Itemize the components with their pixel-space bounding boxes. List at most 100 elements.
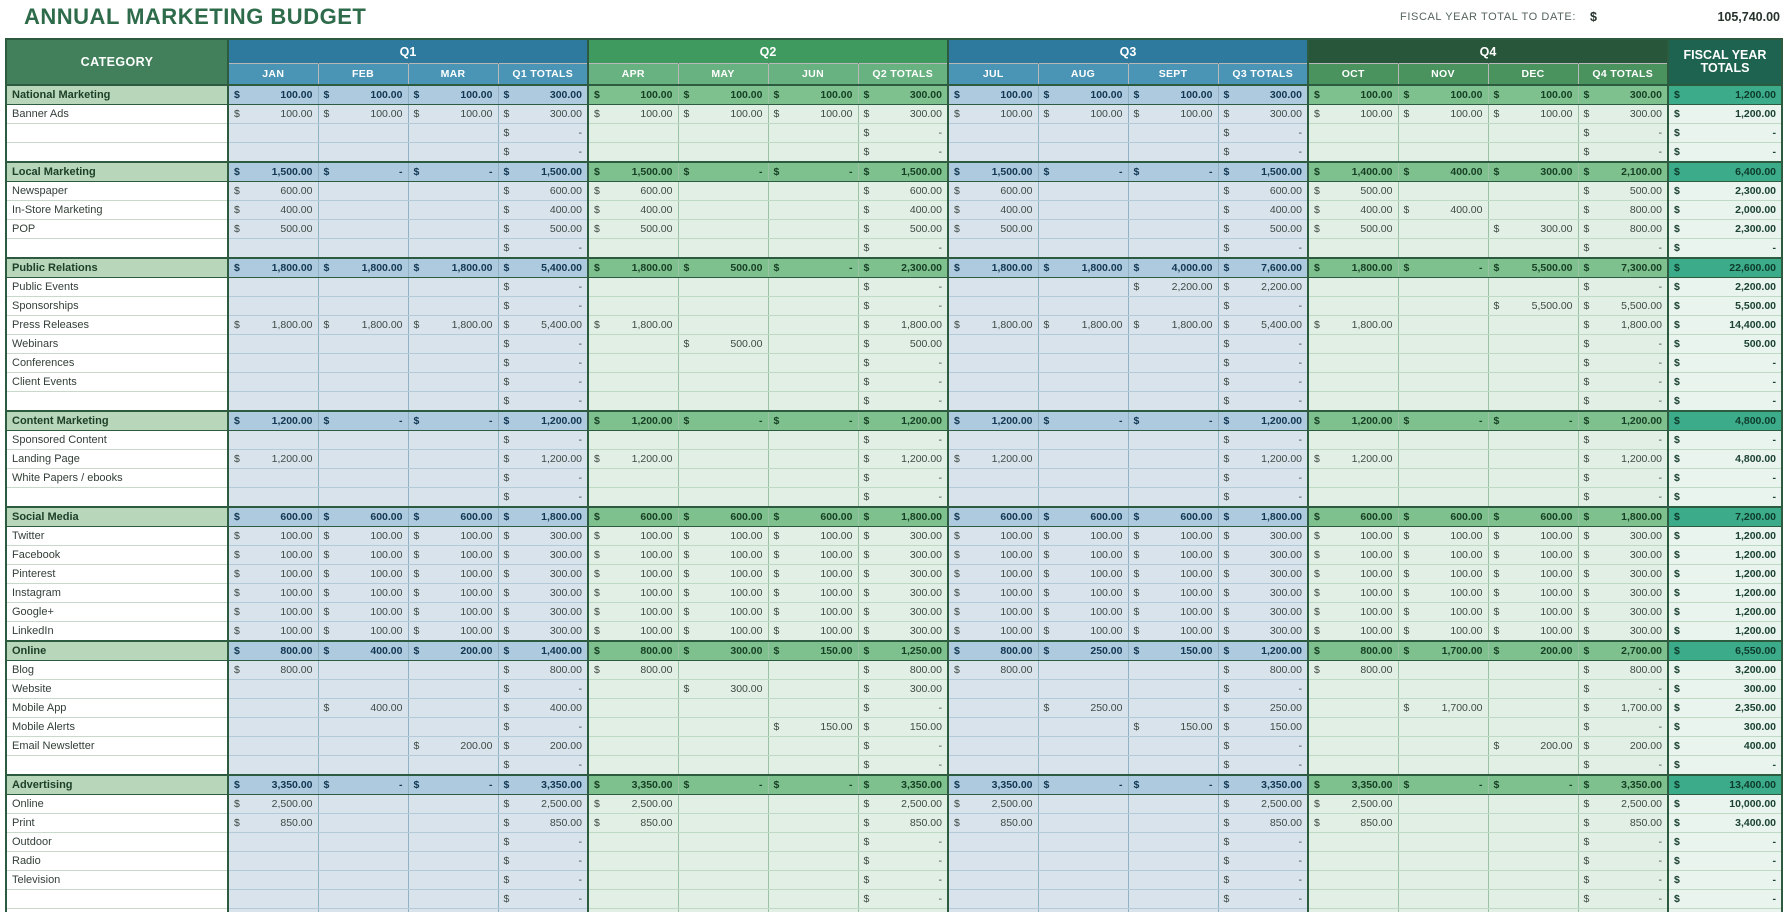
budget-cell[interactable] [768, 908, 859, 912]
budget-cell[interactable]: $5,500.00 [1488, 296, 1579, 316]
budget-cell[interactable]: $- [1578, 908, 1669, 912]
budget-cell[interactable] [408, 353, 499, 373]
budget-cell[interactable]: $- [498, 487, 589, 508]
budget-cell[interactable] [408, 755, 499, 776]
budget-cell[interactable]: $7,600.00 [1218, 257, 1309, 278]
budget-cell[interactable]: $800.00 [1578, 200, 1669, 220]
budget-cell[interactable] [318, 200, 409, 220]
budget-cell[interactable]: $- [1667, 468, 1782, 488]
budget-cell[interactable]: $- [768, 161, 859, 182]
budget-cell[interactable] [1128, 660, 1219, 680]
budget-cell[interactable]: $- [858, 468, 949, 488]
row-label-cell[interactable]: Local Marketing [6, 161, 229, 182]
budget-cell[interactable]: $1,500.00 [498, 161, 589, 182]
budget-cell[interactable]: $- [498, 142, 589, 163]
budget-cell[interactable] [678, 813, 769, 833]
budget-cell[interactable]: $150.00 [858, 717, 949, 737]
budget-cell[interactable]: $100.00 [947, 583, 1039, 603]
budget-cell[interactable]: $- [1128, 161, 1219, 182]
budget-cell[interactable] [947, 679, 1039, 699]
row-label-cell[interactable]: Newspaper [6, 181, 229, 201]
budget-cell[interactable]: $- [1667, 353, 1782, 373]
budget-cell[interactable] [1038, 449, 1129, 469]
budget-cell[interactable]: $100.00 [678, 621, 769, 642]
row-label-cell[interactable]: Mobile App [6, 698, 229, 718]
budget-cell[interactable] [768, 430, 859, 450]
budget-cell[interactable] [1128, 181, 1219, 201]
budget-cell[interactable] [587, 870, 679, 890]
budget-cell[interactable]: $- [498, 334, 589, 354]
budget-cell[interactable] [768, 315, 859, 335]
row-label-cell[interactable]: Print [6, 813, 229, 833]
budget-cell[interactable]: $300.00 [1578, 564, 1669, 584]
budget-cell[interactable] [1038, 813, 1129, 833]
budget-cell[interactable] [1128, 200, 1219, 220]
budget-cell[interactable]: $1,800.00 [1038, 257, 1129, 278]
budget-cell[interactable]: $100.00 [1128, 545, 1219, 565]
budget-cell[interactable] [1038, 123, 1129, 143]
budget-cell[interactable]: $1,200.00 [587, 449, 679, 469]
budget-cell[interactable]: $- [1578, 889, 1669, 909]
budget-cell[interactable] [1398, 679, 1489, 699]
budget-cell[interactable] [318, 334, 409, 354]
budget-cell[interactable] [227, 717, 319, 737]
budget-cell[interactable]: $- [1218, 487, 1309, 508]
budget-cell[interactable] [318, 123, 409, 143]
budget-cell[interactable]: $- [1038, 410, 1129, 431]
budget-cell[interactable]: $5,500.00 [1488, 257, 1579, 278]
budget-cell[interactable] [408, 142, 499, 163]
budget-cell[interactable] [678, 219, 769, 239]
budget-cell[interactable] [768, 181, 859, 201]
budget-cell[interactable]: $300.00 [858, 564, 949, 584]
budget-cell[interactable] [1128, 870, 1219, 890]
budget-cell[interactable]: $- [408, 410, 499, 431]
budget-cell[interactable]: $- [1488, 410, 1579, 431]
budget-cell[interactable]: $600.00 [1218, 181, 1309, 201]
budget-cell[interactable]: $1,800.00 [587, 257, 679, 278]
budget-cell[interactable]: $200.00 [1488, 736, 1579, 756]
budget-cell[interactable] [1038, 334, 1129, 354]
budget-cell[interactable]: $400.00 [498, 698, 589, 718]
budget-cell[interactable]: $7,200.00 [1667, 506, 1782, 527]
budget-cell[interactable]: $300.00 [498, 602, 589, 622]
budget-cell[interactable] [1398, 889, 1489, 909]
row-label-cell[interactable]: Sponsored Content [6, 430, 229, 450]
budget-cell[interactable]: $1,800.00 [1128, 315, 1219, 335]
budget-cell[interactable] [318, 277, 409, 297]
budget-cell[interactable] [947, 353, 1039, 373]
budget-cell[interactable]: $500.00 [227, 219, 319, 239]
budget-cell[interactable]: $100.00 [227, 621, 319, 642]
budget-cell[interactable] [1038, 219, 1129, 239]
budget-cell[interactable]: $- [1667, 123, 1782, 143]
budget-cell[interactable] [1128, 391, 1219, 412]
budget-cell[interactable]: $100.00 [408, 583, 499, 603]
budget-cell[interactable]: $1,700.00 [1398, 640, 1489, 661]
budget-cell[interactable] [408, 277, 499, 297]
row-label-cell[interactable] [6, 487, 229, 508]
budget-cell[interactable]: $200.00 [1488, 640, 1579, 661]
budget-cell[interactable]: $600.00 [947, 506, 1039, 527]
budget-cell[interactable]: $- [858, 736, 949, 756]
budget-cell[interactable] [318, 755, 409, 776]
budget-cell[interactable]: $1,800.00 [858, 506, 949, 527]
budget-cell[interactable] [587, 123, 679, 143]
budget-cell[interactable] [768, 813, 859, 833]
budget-cell[interactable]: $- [408, 161, 499, 182]
budget-cell[interactable]: $100.00 [318, 583, 409, 603]
budget-cell[interactable]: $- [858, 430, 949, 450]
budget-cell[interactable]: $- [1218, 832, 1309, 852]
budget-cell[interactable]: $300.00 [498, 564, 589, 584]
budget-cell[interactable] [1128, 851, 1219, 871]
budget-cell[interactable]: $3,350.00 [227, 774, 319, 795]
budget-cell[interactable]: $1,500.00 [227, 161, 319, 182]
budget-cell[interactable]: $1,400.00 [1307, 161, 1399, 182]
budget-cell[interactable] [947, 142, 1039, 163]
budget-cell[interactable]: $- [1578, 353, 1669, 373]
budget-cell[interactable] [678, 372, 769, 392]
budget-cell[interactable]: $- [1218, 238, 1309, 259]
budget-cell[interactable] [1128, 755, 1219, 776]
budget-cell[interactable] [1038, 755, 1129, 776]
budget-cell[interactable]: $300.00 [498, 526, 589, 546]
budget-cell[interactable] [1398, 315, 1489, 335]
budget-cell[interactable]: $600.00 [1038, 506, 1129, 527]
